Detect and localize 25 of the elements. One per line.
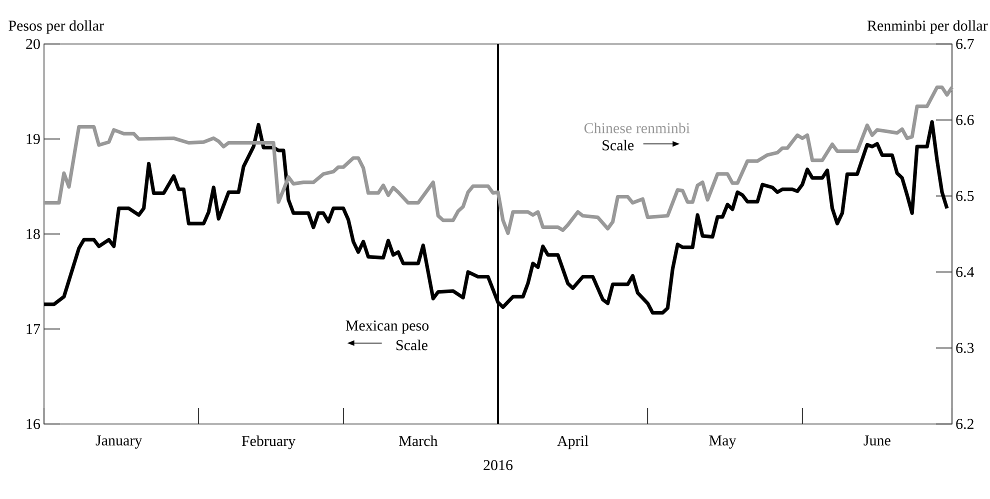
y2-tick-label: 6.7: [956, 38, 974, 50]
y-tick-label: 19: [26, 134, 40, 144]
y2-tick-label: 6.2: [956, 418, 974, 430]
y-tick-label: 17: [26, 324, 40, 334]
y2-tick-label: 6.6: [956, 114, 974, 126]
y-tick-label: 18: [26, 228, 40, 240]
y2-tick-label: 6.3: [956, 342, 974, 354]
y2-tick-label: 6.5: [956, 190, 974, 202]
x-tick-label: May: [709, 436, 736, 449]
y-axis-title: Pesos per dollar: [8, 20, 104, 34]
x-tick-label: April: [557, 436, 588, 450]
y-tick-label: 20: [26, 38, 40, 50]
y-tick-label: 16: [26, 418, 40, 430]
y2-axis-title: Renminbi per dollar: [867, 20, 988, 34]
x-tick-label: February: [242, 436, 296, 450]
series-label: Mexican peso: [346, 320, 429, 334]
line-series: [42, 86, 954, 236]
annotation: Scale: [602, 140, 634, 150]
x-tick-label: January: [96, 436, 142, 449]
annotation: Scale: [396, 340, 428, 350]
x-tick-label: March: [399, 436, 438, 446]
y2-tick-label: 6.4: [956, 266, 974, 278]
x-axis-title: 2016: [484, 460, 513, 470]
x-tick-label: June: [864, 436, 890, 446]
text: Chinese renminbi: [584, 122, 690, 134]
